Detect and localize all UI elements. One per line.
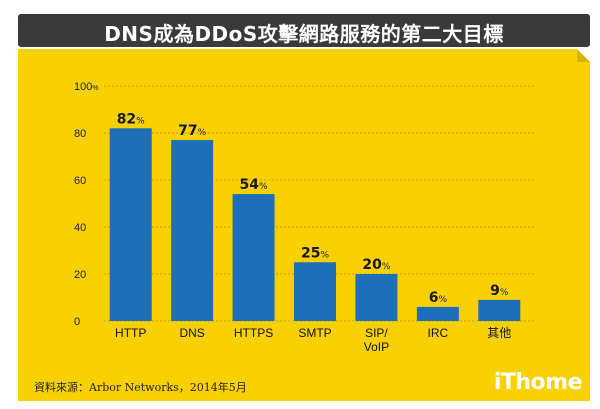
title-bar: DNS成為DDoS攻擊網路服務的第二大目標: [18, 14, 590, 47]
y-tick-label: 40: [74, 222, 86, 234]
bar: [416, 306, 459, 321]
infographic-frame: DNS成為DDoS攻擊網路服務的第二大目標 0 20 40 60 80 100% 82% HT…: [4, 4, 596, 405]
chart-title: DNS成為DDoS攻擊網路服務的第二大目標: [104, 22, 504, 46]
y-tick-label: 80: [74, 128, 86, 140]
y-tick-label: 20: [74, 269, 86, 281]
data-label: 25%: [301, 245, 329, 261]
bar: [355, 274, 398, 321]
x-tick-label: IRC: [428, 326, 449, 340]
bar: [294, 262, 336, 321]
y-tick-label: 100%: [74, 81, 99, 93]
x-tick-label: HTTPS: [234, 326, 273, 340]
bar: [109, 128, 152, 321]
bar: [171, 140, 214, 321]
source-note: 資料來源：Arbor Networks，2014年5月: [34, 381, 247, 394]
x-tick-label: SMTP: [298, 326, 331, 340]
x-tick-label: 其他: [487, 326, 511, 340]
chart-panel: 0 20 40 60 80 100% 82% HTTP 77% DNS 54% HTTPS 25% SMT…: [18, 49, 590, 401]
data-label: 9%: [490, 283, 509, 299]
x-tick-label: HTTP: [115, 326, 146, 340]
data-label: 20%: [362, 257, 390, 273]
bar-chart: 0 20 40 60 80 100% 82% HTTP 77% DNS 54% HTTPS 25% SMT…: [74, 81, 534, 354]
data-label: 82%: [117, 111, 145, 127]
x-tick-label: DNS: [179, 326, 204, 340]
brand-logo: iThome: [493, 370, 583, 395]
data-label: 6%: [429, 290, 448, 306]
bar: [232, 194, 275, 321]
data-label: 54%: [240, 177, 268, 193]
page-fold-corner: [577, 49, 590, 62]
y-tick-label: 60: [74, 175, 86, 187]
x-tick-label: SIP/VoIP: [364, 326, 389, 354]
y-tick-label: 0: [74, 316, 80, 328]
bar: [478, 299, 521, 321]
data-label: 77%: [178, 123, 206, 139]
